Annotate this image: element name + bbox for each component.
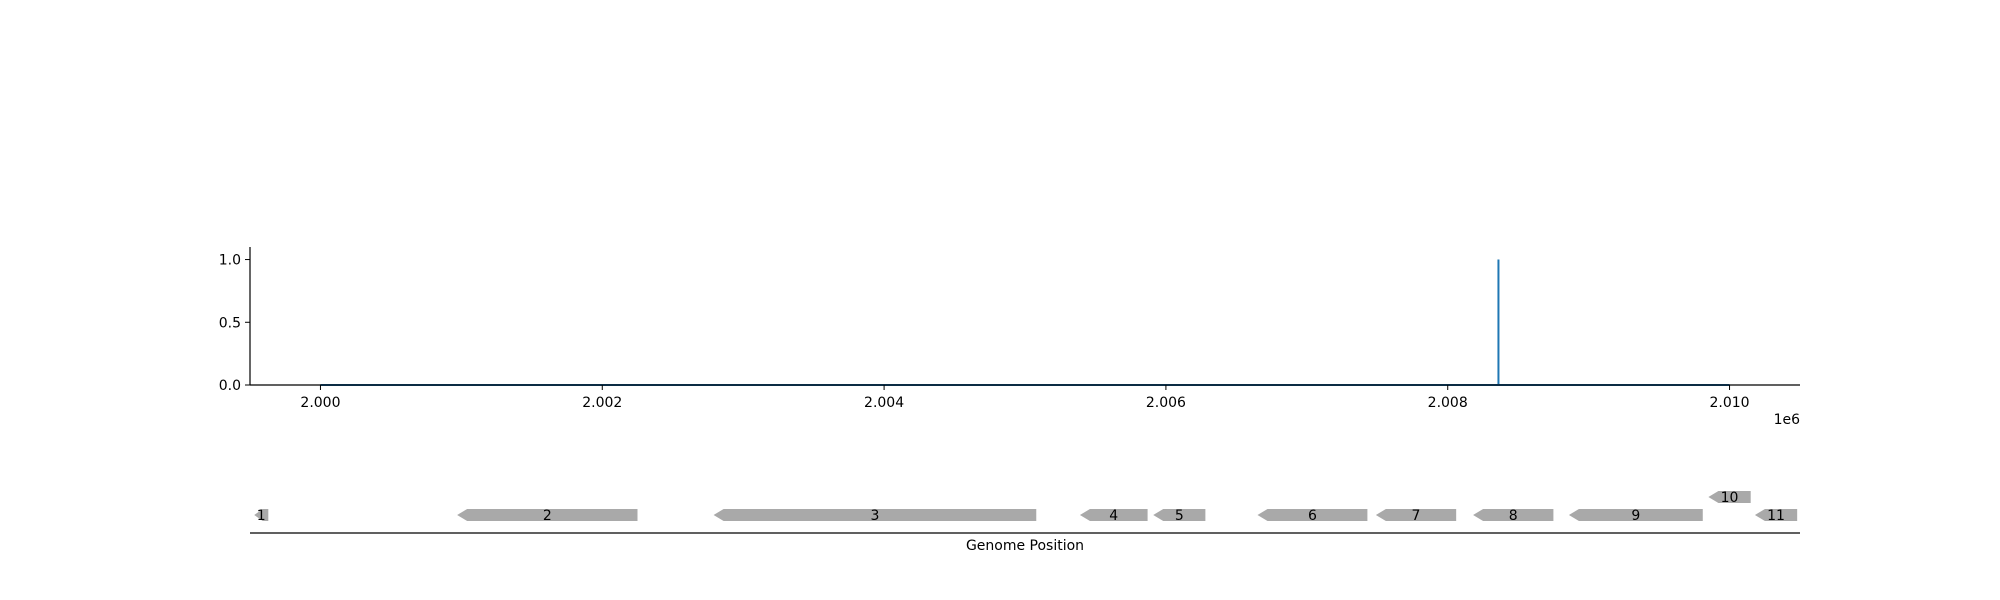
gene-arrow-3 [713,509,1037,521]
y-tick-label: 1.0 [219,253,241,269]
gene-arrow-9 [1568,509,1703,521]
series-line-0 [320,259,1730,386]
x-tick-label: 2.010 [1709,395,1749,411]
gene-label-6: 6 [1308,508,1317,524]
gene-arrow-5 [1153,509,1206,521]
y-tick-label: 0.0 [219,378,241,394]
x-tick-label: 2.002 [582,395,622,411]
gene-arrow-11 [1754,509,1798,521]
gene-track: 1 2 3 4 5 6 7 8 9 10 11 Genome Position [250,490,1800,554]
gene-label-8: 8 [1509,508,1518,524]
gene-track-xlabel: Genome Position [966,538,1084,554]
x-tick-label: 2.006 [1146,395,1186,411]
gene-label-4: 4 [1109,508,1118,524]
x-tick-label: 2.000 [300,395,340,411]
gene-arrow-10 [1708,491,1751,503]
y-tick-label: 0.5 [219,315,241,331]
gene-label-3: 3 [870,508,879,524]
coverage-plot: 2.000 2.002 2.004 2.006 2.008 2.010 1e6 0.0 0.5 1… [219,247,1800,428]
gene-arrow-1 [254,509,269,521]
series-layer [320,259,1730,386]
gene-label-10: 10 [1721,490,1739,506]
genes-layer: 1 2 3 4 5 6 7 8 9 10 11 [254,490,1798,524]
axes-layer: 2.000 2.002 2.004 2.006 2.008 2.010 1e6 0.0 0.5 1… [219,247,1800,428]
gene-arrow-8 [1473,509,1554,521]
gene-label-2: 2 [543,508,552,524]
gene-arrow-7 [1375,509,1457,521]
gene-label-7: 7 [1412,508,1421,524]
x-offset-label: 1e6 [1774,412,1801,428]
gene-label-11: 11 [1767,508,1785,524]
gene-label-1: 1 [257,508,266,524]
gene-arrow-6 [1257,509,1368,521]
gene-label-9: 9 [1631,508,1640,524]
gene-arrow-4 [1079,509,1148,521]
gene-label-5: 5 [1175,508,1184,524]
x-tick-label: 2.004 [864,395,904,411]
gene-arrow-2 [457,509,638,521]
x-tick-label: 2.008 [1428,395,1468,411]
